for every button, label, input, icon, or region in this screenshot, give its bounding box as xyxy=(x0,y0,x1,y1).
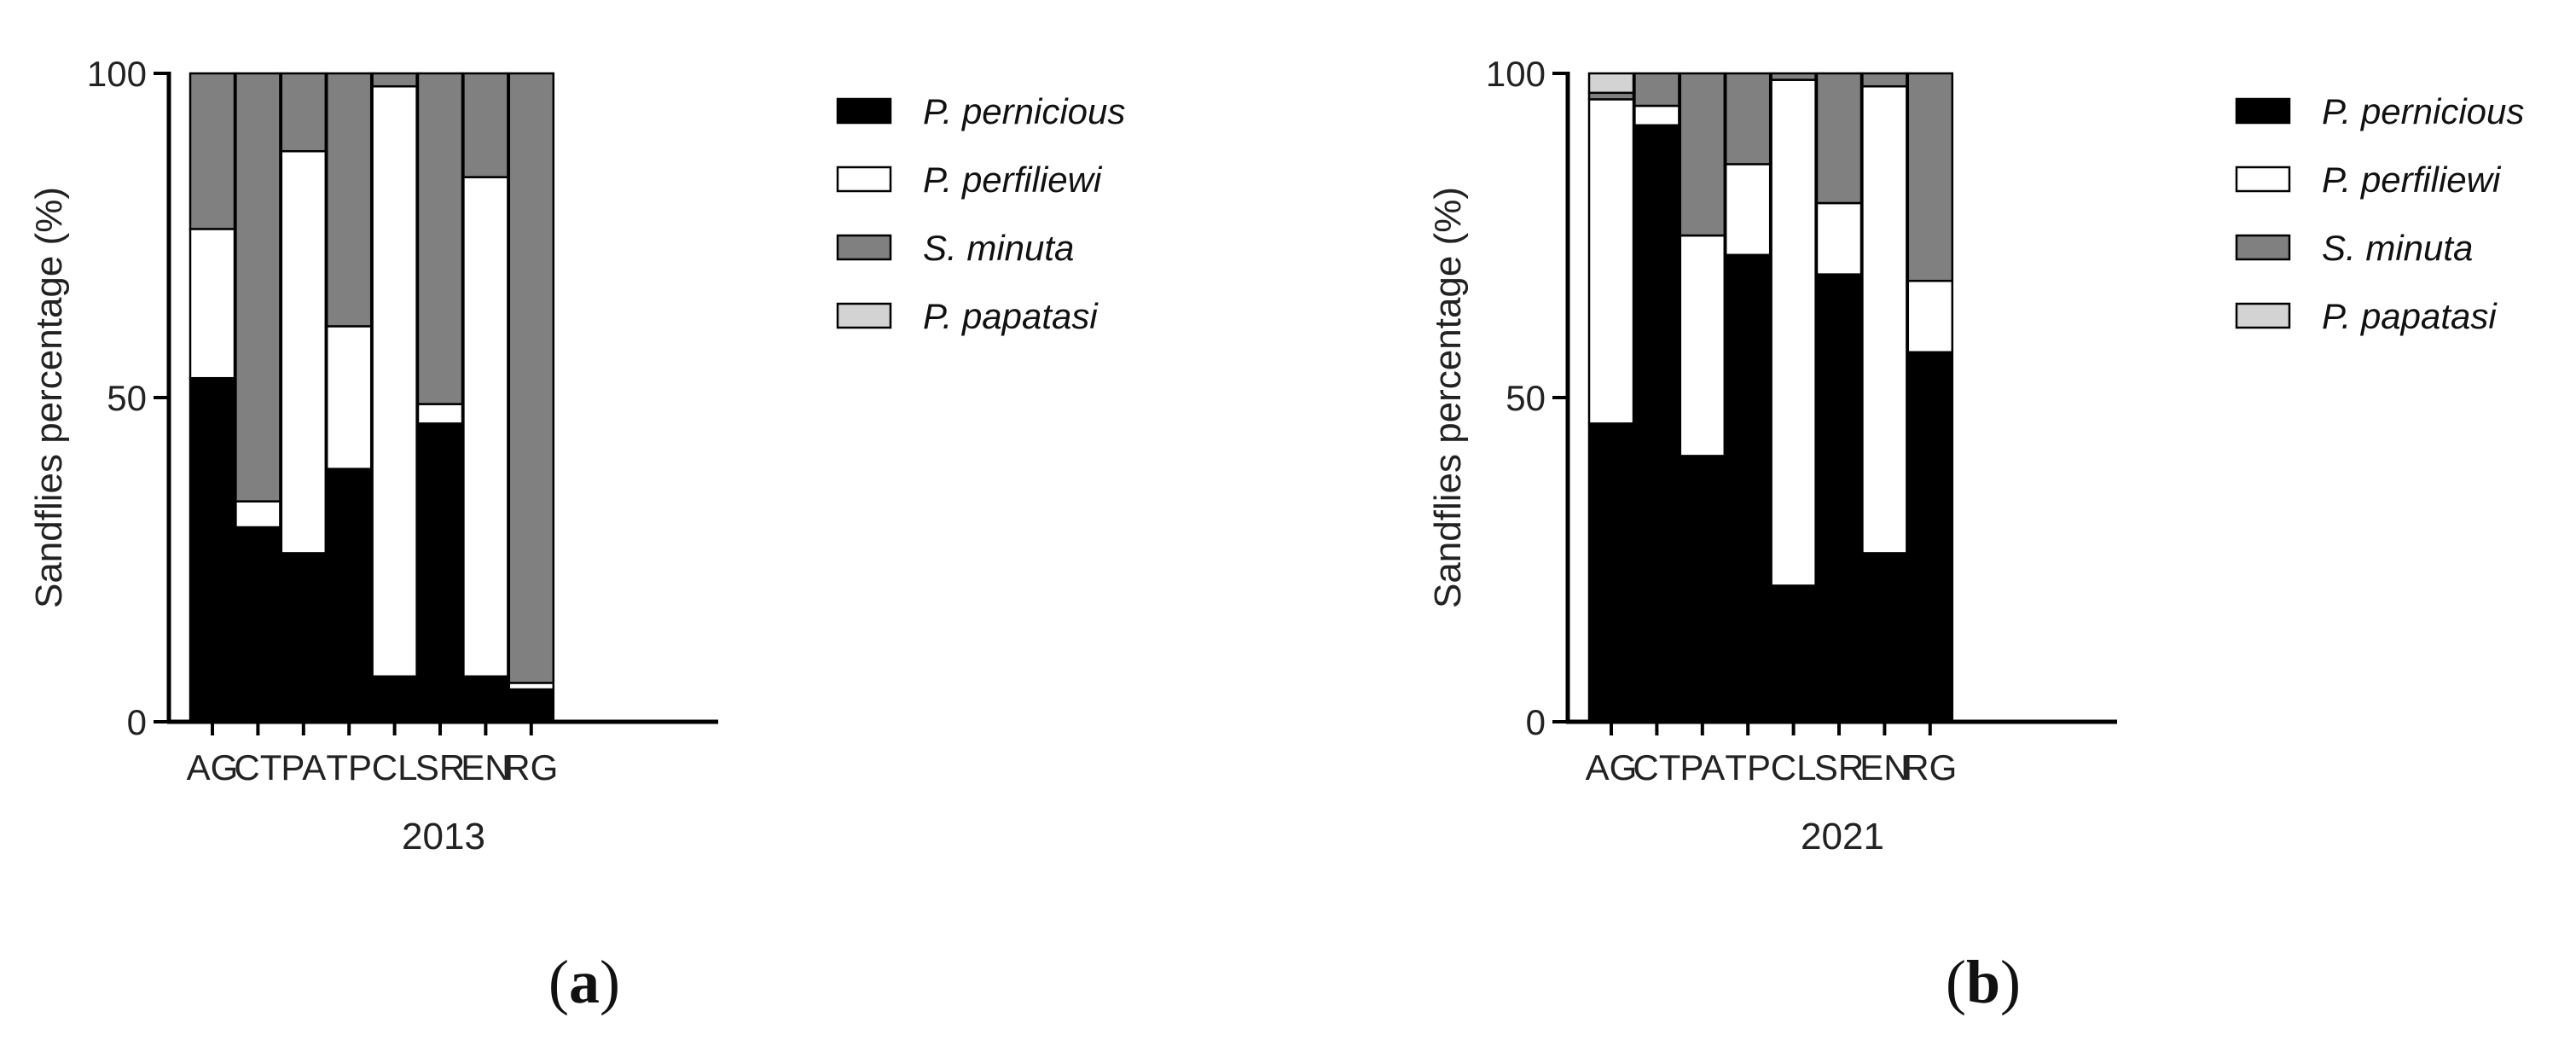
bar-tp-series-0 xyxy=(1724,253,1772,723)
y-tick-label-0: 0 xyxy=(127,702,147,742)
legend-swatch-2 xyxy=(836,234,892,261)
legend-label-3: P. papatasi xyxy=(2322,296,2498,336)
legend: P. pernicious P. perfiliewi S. minuta P. pa… xyxy=(836,91,1125,336)
legend-label-1: P. perfiliewi xyxy=(923,160,1103,200)
legend-swatch-3 xyxy=(836,302,892,329)
y-tick-label-50: 50 xyxy=(107,378,147,418)
bar-sr-series-2 xyxy=(416,72,464,405)
panel-label: (a) xyxy=(548,948,620,1016)
bar-ag-series-3 xyxy=(1587,72,1635,95)
bar-pa-series-0 xyxy=(1679,455,1726,723)
bar-sr-series-0 xyxy=(1815,273,1863,723)
panel-label: (b) xyxy=(1946,948,2021,1016)
bar-tp-series-2 xyxy=(1724,72,1772,166)
bar-en-series-2 xyxy=(1861,72,1908,88)
bar-en-series-1 xyxy=(1861,84,1908,555)
bar-pa-series-0 xyxy=(280,552,328,723)
y-axis-title: Sandflies percentage (%) xyxy=(28,187,70,608)
bar-pa-series-2 xyxy=(1679,72,1726,237)
x-tick-label-ag: AG xyxy=(1586,747,1638,787)
bar-sr-series-1 xyxy=(1815,201,1863,276)
bar-pa-series-2 xyxy=(280,72,328,153)
x-tick-label-sr: SR xyxy=(1814,747,1864,787)
bar-ct-series-1 xyxy=(1633,104,1680,127)
bar-tp-series-1 xyxy=(1724,163,1772,257)
x-tick-label-rg: RG xyxy=(504,747,558,787)
bar-en-series-0 xyxy=(1861,552,1908,723)
bar-ag-series-2 xyxy=(189,72,236,230)
bar-en-series-1 xyxy=(462,176,509,678)
y-tick-label-0: 0 xyxy=(1526,702,1546,742)
x-axis-title: 2013 xyxy=(402,816,485,857)
legend-swatch-0 xyxy=(2235,97,2291,125)
bar-cl-series-2 xyxy=(1770,72,1817,81)
legend-label-0: P. pernicious xyxy=(2322,91,2524,131)
bar-ct-series-2 xyxy=(235,72,281,503)
bar-rg-series-2 xyxy=(1906,72,1954,282)
x-tick-label-en: EN xyxy=(461,747,510,787)
bar-tp-series-0 xyxy=(325,468,373,723)
x-tick-label-pa: PA xyxy=(1680,747,1725,787)
bar-tp-series-2 xyxy=(325,72,373,328)
bar-ct-series-1 xyxy=(235,500,281,529)
legend-swatch-2 xyxy=(2235,234,2291,261)
y-tick-label-100: 100 xyxy=(1486,54,1546,94)
legend-swatch-1 xyxy=(836,166,892,193)
x-tick-label-pa: PA xyxy=(281,747,326,787)
x-tick-label-tp: TP xyxy=(326,747,372,787)
x-tick-label-ct: CT xyxy=(234,747,281,787)
bar-en-series-0 xyxy=(462,675,509,723)
x-tick-label-cl: CL xyxy=(1771,747,1817,787)
bar-ag-series-1 xyxy=(1587,98,1635,425)
legend-label-2: S. minuta xyxy=(2322,228,2473,268)
legend-label-0: P. pernicious xyxy=(923,91,1125,131)
x-tick-label-ct: CT xyxy=(1633,747,1680,787)
bar-ag-series-0 xyxy=(189,376,236,723)
bar-rg-series-2 xyxy=(508,72,555,684)
bar-cl-series-1 xyxy=(1770,78,1817,587)
legend-label-3: P. papatasi xyxy=(923,296,1099,336)
y-axis-title: Sandflies percentage (%) xyxy=(1427,187,1469,608)
legend-label-1: P. perfiliewi xyxy=(2322,160,2502,200)
legend: P. pernicious P. perfiliewi S. minuta P. pa… xyxy=(2235,91,2524,336)
bar-cl-series-0 xyxy=(1770,584,1817,723)
legend-label-2: S. minuta xyxy=(923,228,1074,268)
legend-swatch-3 xyxy=(2235,302,2291,329)
x-axis-title: 2021 xyxy=(1801,816,1884,857)
bar-cl-series-0 xyxy=(371,675,418,723)
bar-en-series-2 xyxy=(462,72,509,178)
bar-ct-series-0 xyxy=(235,526,281,723)
bar-rg-series-0 xyxy=(1906,351,1954,723)
bar-pa-series-1 xyxy=(280,149,328,555)
y-tick-label-50: 50 xyxy=(1506,378,1546,418)
bar-pa-series-1 xyxy=(1679,234,1726,457)
bar-sr-series-2 xyxy=(1815,72,1863,205)
bar-tp-series-1 xyxy=(325,325,373,470)
x-tick-label-rg: RG xyxy=(1903,747,1957,787)
x-tick-label-sr: SR xyxy=(415,747,465,787)
bar-ag-series-0 xyxy=(1587,422,1635,723)
x-tick-label-tp: TP xyxy=(1725,747,1771,787)
bar-ag-series-1 xyxy=(189,228,236,380)
y-tick-label-100: 100 xyxy=(87,54,147,94)
x-tick-label-cl: CL xyxy=(372,747,418,787)
bar-ct-series-2 xyxy=(1633,72,1680,108)
x-tick-label-en: EN xyxy=(1859,747,1909,787)
legend-swatch-1 xyxy=(2235,166,2291,193)
legend-swatch-0 xyxy=(836,97,892,125)
bar-cl-series-1 xyxy=(371,84,418,678)
x-tick-label-ag: AG xyxy=(187,747,239,787)
bar-rg-series-1 xyxy=(1906,279,1954,354)
bar-ct-series-0 xyxy=(1633,124,1680,723)
bar-sr-series-1 xyxy=(416,403,464,425)
bar-rg-series-0 xyxy=(508,688,555,723)
bar-sr-series-0 xyxy=(416,422,464,723)
bar-cl-series-2 xyxy=(371,72,418,88)
